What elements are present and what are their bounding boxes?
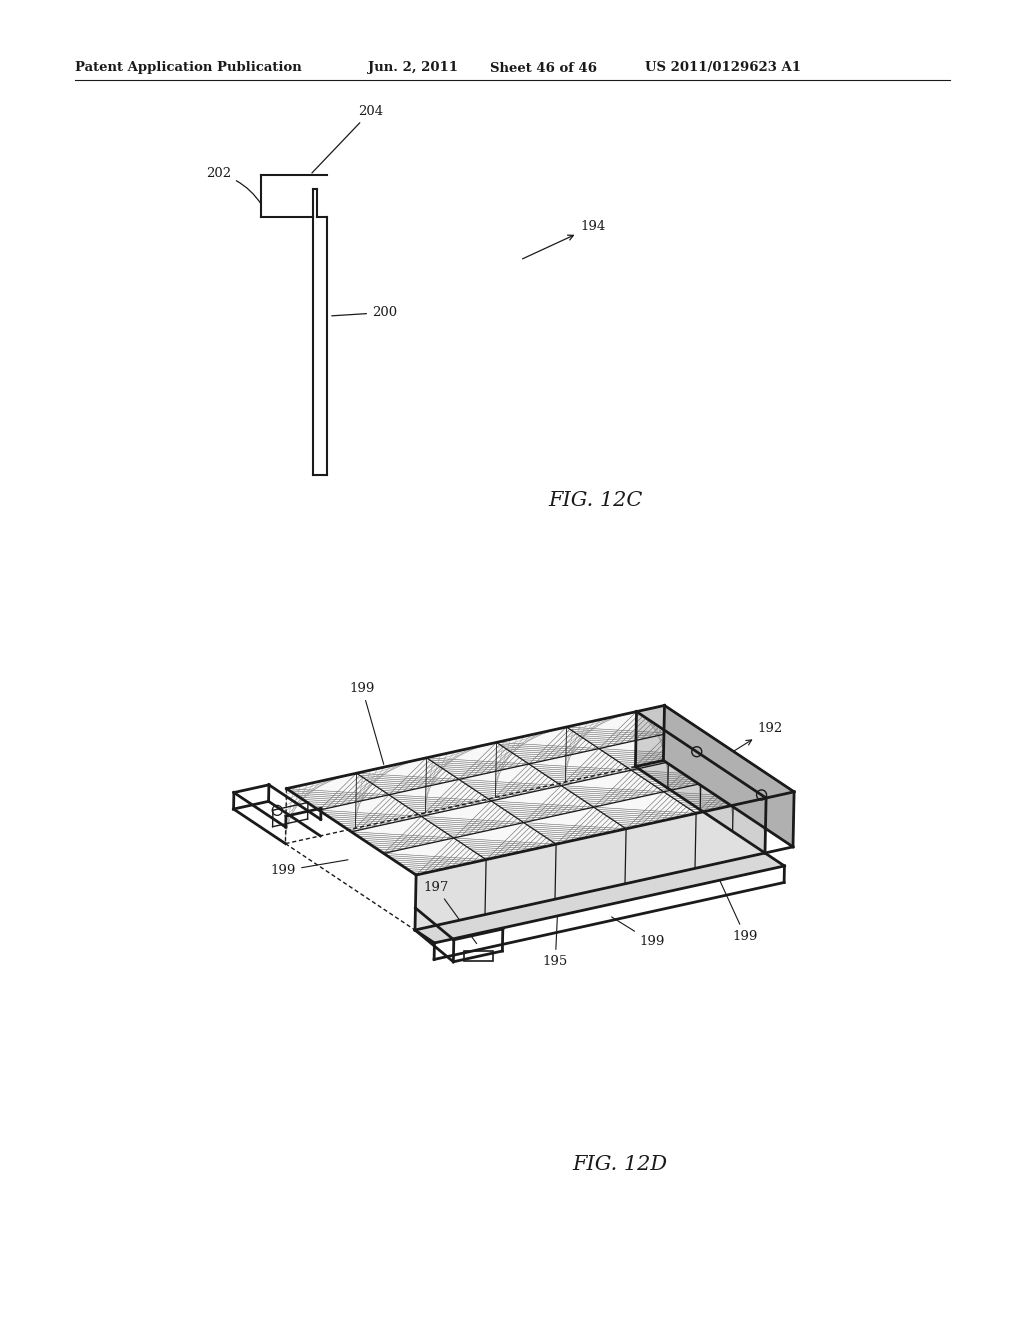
Text: 202: 202 — [206, 168, 261, 205]
Polygon shape — [637, 705, 794, 799]
Text: 199: 199 — [611, 917, 665, 949]
Text: 200: 200 — [332, 306, 397, 319]
Text: Sheet 46 of 46: Sheet 46 of 46 — [490, 62, 597, 74]
Polygon shape — [415, 853, 784, 942]
Text: 192: 192 — [694, 722, 782, 776]
Text: Patent Application Publication: Patent Application Publication — [75, 62, 302, 74]
Text: FIG. 12D: FIG. 12D — [572, 1155, 668, 1175]
Text: 204: 204 — [312, 106, 383, 173]
Polygon shape — [287, 711, 766, 875]
Text: FIG. 12C: FIG. 12C — [548, 491, 642, 510]
Text: 195: 195 — [543, 912, 568, 968]
Text: 199: 199 — [349, 682, 384, 764]
Polygon shape — [636, 711, 766, 853]
Bar — [464, 950, 493, 961]
Text: 199: 199 — [714, 867, 758, 942]
Text: Jun. 2, 2011: Jun. 2, 2011 — [368, 62, 458, 74]
Polygon shape — [415, 799, 766, 931]
Text: US 2011/0129623 A1: US 2011/0129623 A1 — [645, 62, 801, 74]
Text: 199: 199 — [270, 859, 348, 878]
Text: 197: 197 — [423, 880, 477, 944]
Text: 194: 194 — [522, 220, 605, 259]
Text: 197: 197 — [705, 760, 763, 812]
Polygon shape — [664, 705, 794, 847]
